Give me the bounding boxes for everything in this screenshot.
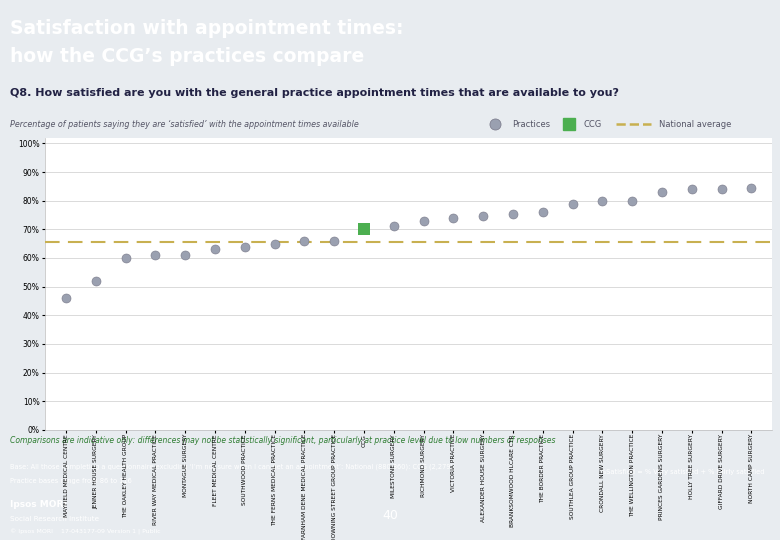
Text: National average: National average: [659, 120, 732, 129]
Text: CCG: CCG: [583, 120, 601, 129]
Text: Comparisons are indicative only: differences may not be statistically significan: Comparisons are indicative only: differe…: [10, 436, 555, 444]
Text: © Ipsos MORI    17-043177-09 Version 1 | Public: © Ipsos MORI 17-043177-09 Version 1 | Pu…: [10, 529, 161, 536]
Text: Satisfaction with appointment times:: Satisfaction with appointment times:: [10, 19, 403, 38]
Text: Percentage of patients saying they are ‘satisfied’ with the appointment times av: Percentage of patients saying they are ‘…: [10, 120, 359, 129]
Text: Q8. How satisfied are you with the general practice appointment times that are a: Q8. How satisfied are you with the gener…: [10, 88, 619, 98]
Text: %Satisfied = % Very satisfied + % Fairly satisfied: %Satisfied = % Very satisfied + % Fairly…: [600, 469, 764, 475]
Text: how the CCG’s practices compare: how the CCG’s practices compare: [10, 47, 364, 66]
Text: Practices: Practices: [512, 120, 551, 129]
Text: Ipsos MORI: Ipsos MORI: [10, 500, 67, 509]
Text: Base: All those completing a questionnaire excluding ‘I’m not sure when I can ge: Base: All those completing a questionnai…: [10, 463, 456, 470]
Text: 40: 40: [382, 509, 398, 522]
Text: Social Research Institute: Social Research Institute: [10, 516, 99, 522]
Text: Practice bases range from 86 to 116: Practice bases range from 86 to 116: [10, 478, 132, 484]
